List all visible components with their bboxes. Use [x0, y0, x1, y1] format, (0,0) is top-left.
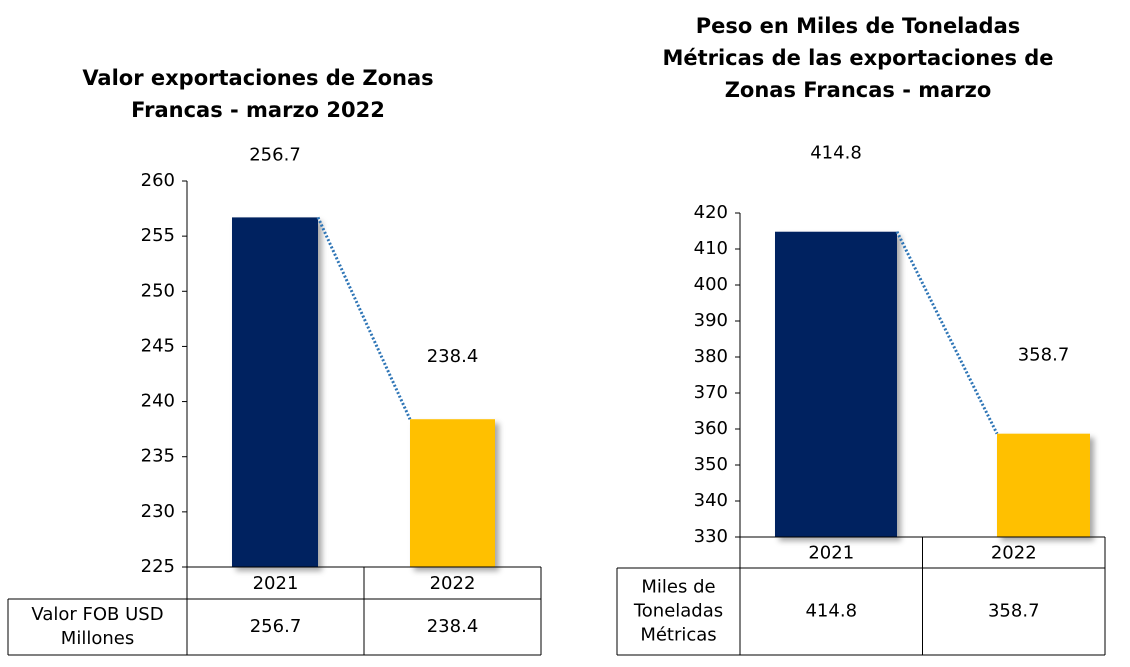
y-tick-label: 420 [694, 202, 728, 223]
data-label: 256.7 [249, 144, 301, 165]
table-value: 358.7 [988, 601, 1040, 622]
y-tick-label: 235 [141, 446, 175, 467]
bar [775, 231, 897, 537]
y-tick-label: 330 [694, 526, 728, 547]
y-tick-label: 340 [694, 490, 728, 511]
y-tick-label: 350 [694, 454, 728, 475]
connector [895, 231, 999, 435]
data-label: 358.7 [1018, 345, 1070, 366]
y-tick-label: 370 [694, 382, 728, 403]
y-tick-label: 245 [141, 335, 175, 356]
y-tick-label: 390 [694, 310, 728, 331]
x-tick-label: 2022 [991, 543, 1037, 564]
table-value: 238.4 [427, 616, 479, 637]
y-tick-label: 240 [141, 391, 175, 412]
y-tick-label: 250 [141, 280, 175, 301]
y-tick-label: 380 [694, 346, 728, 367]
bar [997, 433, 1090, 537]
table-row-header: Valor FOB USD Millones [31, 604, 163, 649]
table-value: 414.8 [805, 601, 857, 622]
x-tick-label: 2021 [808, 543, 854, 564]
y-tick-label: 225 [141, 556, 175, 577]
data-label: 238.4 [427, 346, 479, 367]
bar [410, 419, 495, 567]
bar [232, 217, 318, 567]
data-label: 414.8 [810, 143, 862, 164]
chart-title: Valor exportaciones de Zonas Francas - m… [82, 66, 434, 122]
y-tick-label: 255 [141, 225, 175, 246]
y-tick-label: 260 [141, 170, 175, 191]
y-tick-label: 230 [141, 501, 175, 522]
x-tick-label: 2021 [253, 573, 299, 594]
table-row-header: Miles de Toneladas Métricas [633, 577, 723, 646]
y-tick-label: 410 [694, 238, 728, 259]
table-value: 256.7 [250, 616, 302, 637]
connector [316, 216, 412, 420]
chart-title: Peso en Miles de Toneladas Métricas de l… [662, 14, 1054, 102]
x-tick-label: 2022 [430, 573, 476, 594]
y-tick-label: 360 [694, 418, 728, 439]
y-tick-label: 400 [694, 274, 728, 295]
